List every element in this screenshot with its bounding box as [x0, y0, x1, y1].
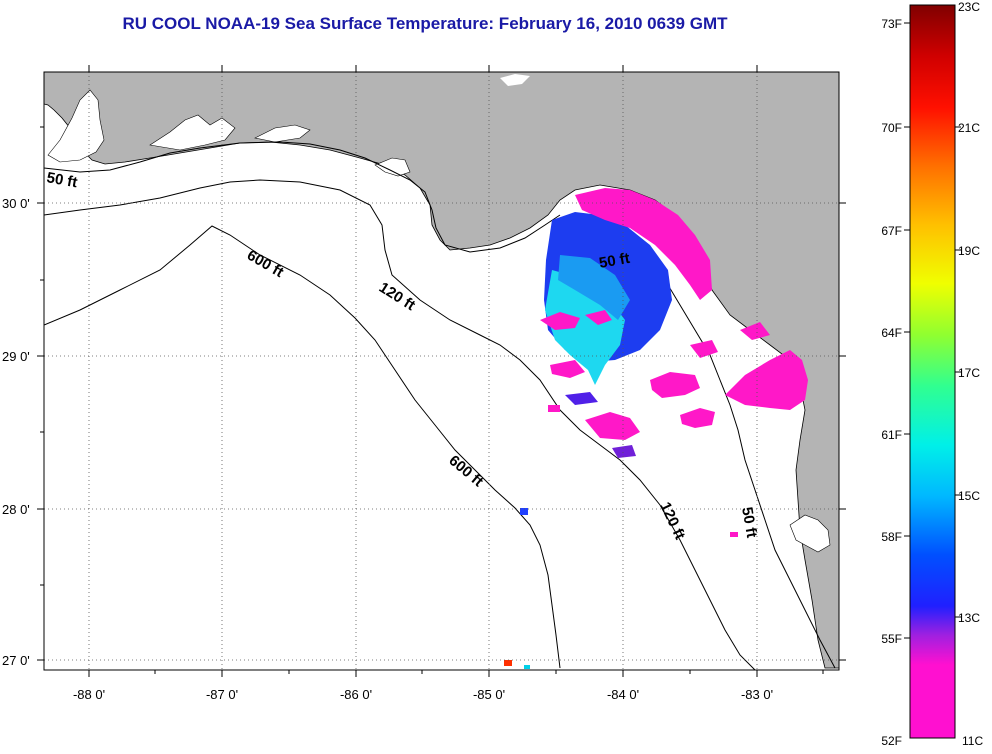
cb-label-52f: 52F [881, 734, 902, 748]
cb-label-21c: 21C [958, 121, 980, 135]
lon-label-87: -87 0' [206, 687, 238, 702]
cb-label-19c: 19C [958, 244, 980, 258]
cb-label-64f: 64F [881, 326, 902, 340]
lat-label-28: 28 0' [2, 502, 30, 517]
contour-50ft-north [44, 141, 561, 253]
sst-magenta-spot-2 [540, 312, 580, 330]
st-joseph-bay [374, 157, 411, 177]
sst-speck-4 [730, 532, 738, 537]
cb-label-23c: 23C [958, 0, 980, 14]
contour-label-50ft-west: 50 ft [45, 169, 78, 191]
cb-label-13c: 13C [958, 611, 980, 625]
cb-label-15c: 15C [958, 489, 980, 503]
lon-label-83: -83 0' [741, 687, 773, 702]
sst-magenta-spot-1 [680, 408, 715, 428]
cb-label-67f: 67F [881, 224, 902, 238]
contour-120ft [44, 179, 756, 670]
sst-speck-2 [504, 660, 512, 666]
cb-label-17c: 17C [958, 366, 980, 380]
sst-speck-3 [524, 665, 530, 669]
contour-600ft [44, 225, 561, 669]
mobile-bay-inlet [47, 89, 105, 163]
sst-purple-patch-2 [565, 392, 598, 405]
map-frame [43, 71, 840, 671]
lat-tick-marks [37, 126, 846, 661]
colorbar-ticks [904, 22, 961, 639]
sst-magenta-mid [650, 372, 700, 398]
cb-label-70f: 70F [881, 121, 902, 135]
contour-label-50ft-south: 50 ft [738, 506, 760, 539]
lake-spot [500, 74, 530, 86]
sst-magenta-spot-5 [585, 412, 640, 440]
lon-label-88: -88 0' [73, 687, 105, 702]
lon-tick-marks [88, 65, 824, 677]
contour-label-50ft-east: 50 ft [598, 250, 631, 272]
cb-label-73f: 73F [881, 17, 902, 31]
cb-label-58f: 58F [881, 530, 902, 544]
sst-speck-1 [520, 508, 528, 515]
colorbar-gradient [909, 4, 956, 739]
map-title: RU COOL NOAA-19 Sea Surface Temperature:… [122, 14, 728, 33]
tampa-bay [789, 514, 831, 553]
pensacola-bay [149, 114, 236, 151]
lon-label-84: -84 0' [607, 687, 639, 702]
sst-magenta-spot-6 [690, 340, 718, 358]
cb-label-55f: 55F [881, 632, 902, 646]
sst-magenta-north [575, 188, 712, 300]
lat-label-30: 30 0' [2, 196, 30, 211]
sst-magenta-east [725, 350, 808, 410]
sst-magenta-spot-4 [550, 360, 585, 378]
contour-50ft-east [649, 259, 836, 669]
sst-magenta-spot-3 [585, 310, 612, 325]
lat-label-27: 27 0' [2, 653, 30, 668]
lon-label-85: -85 0' [473, 687, 505, 702]
sst-swath [504, 188, 808, 669]
colorbar: 73F 70F 67F 64F 61F 58F 55F 52F 23C 21C … [881, 0, 983, 748]
lat-gridlines [44, 202, 839, 661]
cb-label-11c: 11C [962, 734, 983, 748]
lat-label-29: 29 0' [2, 349, 30, 364]
sst-speck-5 [548, 405, 560, 412]
lon-label-86: -86 0' [340, 687, 372, 702]
cb-label-61f: 61F [881, 428, 902, 442]
land-mass [44, 72, 839, 669]
sst-lightblue [558, 255, 630, 320]
sst-purple-patch [612, 445, 636, 458]
sst-magenta-spot-7 [740, 322, 770, 340]
